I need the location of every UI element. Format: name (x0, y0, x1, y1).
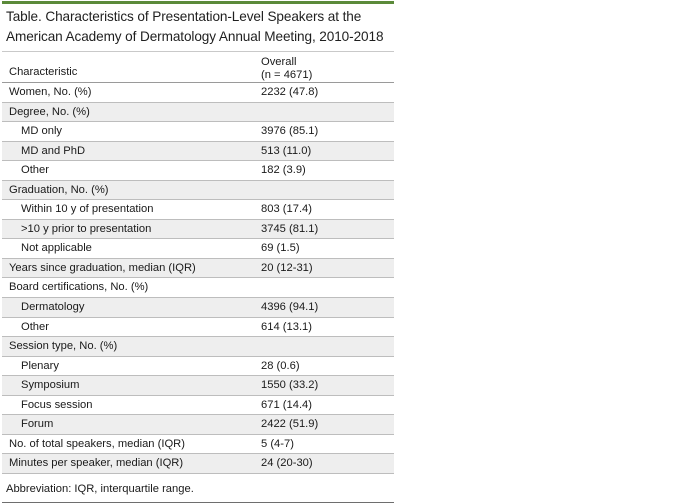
table-row: Graduation, No. (%) (2, 180, 394, 201)
table-row: Session type, No. (%) (2, 337, 394, 357)
table-row: Symposium 1550 (33.2) (2, 376, 394, 396)
table-row: Forum 2422 (51.9) (2, 415, 394, 435)
data-table: Table. Characteristics of Presentation-L… (2, 1, 394, 503)
table-header: Characteristic Overall (n = 4671) (2, 51, 394, 82)
row-label: Plenary (21, 359, 59, 372)
table-row: Years since graduation, median (IQR) 20 (… (2, 258, 394, 279)
row-value: 513 (11.0) (261, 144, 312, 157)
row-value: 3745 (81.1) (261, 222, 319, 235)
table-row: Within 10 y of presentation 803 (17.4) (2, 200, 394, 220)
row-label: MD only (21, 125, 63, 138)
table-row: Minutes per speaker, median (IQR) 24 (20-… (2, 454, 394, 474)
row-value: 671 (14.4) (261, 398, 312, 411)
table-body: Women, No. (%) 2232 (47.8) Degree, No. (%)… (2, 82, 394, 474)
row-value: 24 (20-30) (261, 457, 313, 470)
table-row: MD and PhD 513 (11.0) (2, 141, 394, 162)
table-row: Not applicable 69 (1.5) (2, 239, 394, 259)
row-label: Women, No. (%) (9, 86, 92, 98)
row-value: 2422 (51.9) (261, 418, 319, 431)
table-row: Board certifications, No. (%) (2, 278, 394, 299)
row-label: Other (21, 320, 49, 333)
row-label: Forum (21, 418, 54, 431)
table-row: Other 614 (13.1) (2, 318, 394, 338)
header-characteristic: Characteristic (9, 66, 78, 78)
table-row: No. of total speakers, median (IQR) 5 (4-… (2, 435, 394, 455)
table-row: MD only 3976 (85.1) (2, 122, 394, 142)
table-footnote: Abbreviation: IQR, interquartile range. (6, 482, 194, 495)
row-value: 803 (17.4) (261, 203, 312, 216)
row-value: 182 (3.9) (261, 164, 306, 177)
row-value: 2232 (47.8) (261, 86, 319, 98)
row-label: Minutes per speaker, median (IQR) (9, 457, 184, 470)
row-label: >10 y prior to presentation (21, 222, 152, 235)
row-value: 28 (0.6) (261, 359, 300, 372)
row-label: Other (21, 164, 49, 177)
table-row: Plenary 28 (0.6) (2, 357, 394, 377)
header-overall: Overall (n = 4671) (261, 56, 312, 81)
row-value: 69 (1.5) (261, 242, 300, 255)
row-value: 614 (13.1) (261, 320, 312, 333)
row-label: Dermatology (21, 301, 85, 314)
header-overall-label: Overall (261, 56, 297, 68)
row-value: 5 (4-7) (261, 437, 294, 450)
row-label: Graduation, No. (%) (9, 183, 109, 196)
row-label: Symposium (21, 379, 80, 392)
row-value: 4396 (94.1) (261, 301, 319, 314)
row-label: Years since graduation, median (IQR) (9, 261, 196, 274)
table-title: Table. Characteristics of Presentation-L… (6, 9, 384, 44)
table-row: Women, No. (%) 2232 (47.8) (2, 83, 394, 103)
row-label: Session type, No. (%) (9, 340, 118, 353)
table-row: Dermatology 4396 (94.1) (2, 298, 394, 318)
row-label: Board certifications, No. (%) (9, 281, 149, 294)
table-row: >10 y prior to presentation 3745 (81.1) (2, 219, 394, 240)
row-label: Focus session (21, 398, 93, 411)
row-label: Not applicable (21, 242, 92, 255)
table-row: Degree, No. (%) (2, 102, 394, 123)
top-accent-rule (2, 1, 394, 4)
row-value: 20 (12-31) (261, 261, 313, 274)
row-label: MD and PhD (21, 144, 86, 157)
row-value: 3976 (85.1) (261, 125, 319, 138)
row-label: Within 10 y of presentation (21, 203, 154, 216)
table-row: Focus session 671 (14.4) (2, 396, 394, 416)
table-row: Other 182 (3.9) (2, 161, 394, 181)
row-label: No. of total speakers, median (IQR) (9, 437, 185, 450)
row-value: 1550 (33.2) (261, 379, 319, 392)
header-overall-n: (n = 4671) (261, 68, 313, 81)
row-label: Degree, No. (%) (9, 105, 90, 118)
